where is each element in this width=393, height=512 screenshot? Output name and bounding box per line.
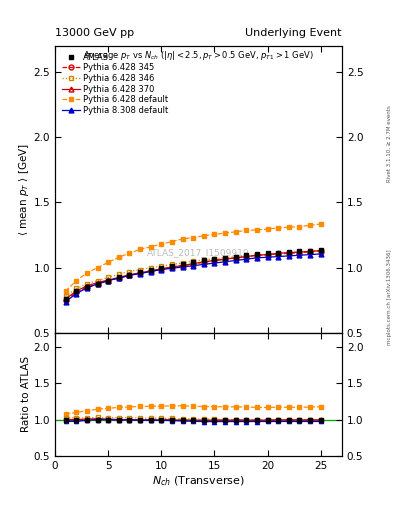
Text: 13000 GeV pp: 13000 GeV pp <box>55 28 134 38</box>
Y-axis label: $\langle$ mean $p_T$ $\rangle$ [GeV]: $\langle$ mean $p_T$ $\rangle$ [GeV] <box>17 143 31 236</box>
Text: Underlying Event: Underlying Event <box>245 28 342 38</box>
Text: ATLAS_2017_I1509919: ATLAS_2017_I1509919 <box>147 248 250 257</box>
X-axis label: $N_{ch}$ (Transverse): $N_{ch}$ (Transverse) <box>152 475 245 488</box>
Y-axis label: Ratio to ATLAS: Ratio to ATLAS <box>21 356 31 432</box>
Text: Average $p_T$ vs $N_{ch}$ ($|\eta| < 2.5, p_T > 0.5$ GeV, $p_{T1} > 1$ GeV): Average $p_T$ vs $N_{ch}$ ($|\eta| < 2.5… <box>83 49 314 62</box>
Text: mcplots.cern.ch [arXiv:1306.3436]: mcplots.cern.ch [arXiv:1306.3436] <box>387 249 391 345</box>
Text: Rivet 3.1.10, ≥ 2.7M events: Rivet 3.1.10, ≥ 2.7M events <box>387 105 391 182</box>
Legend: ATLAS, Pythia 6.428 345, Pythia 6.428 346, Pythia 6.428 370, Pythia 6.428 defaul: ATLAS, Pythia 6.428 345, Pythia 6.428 34… <box>59 50 171 118</box>
